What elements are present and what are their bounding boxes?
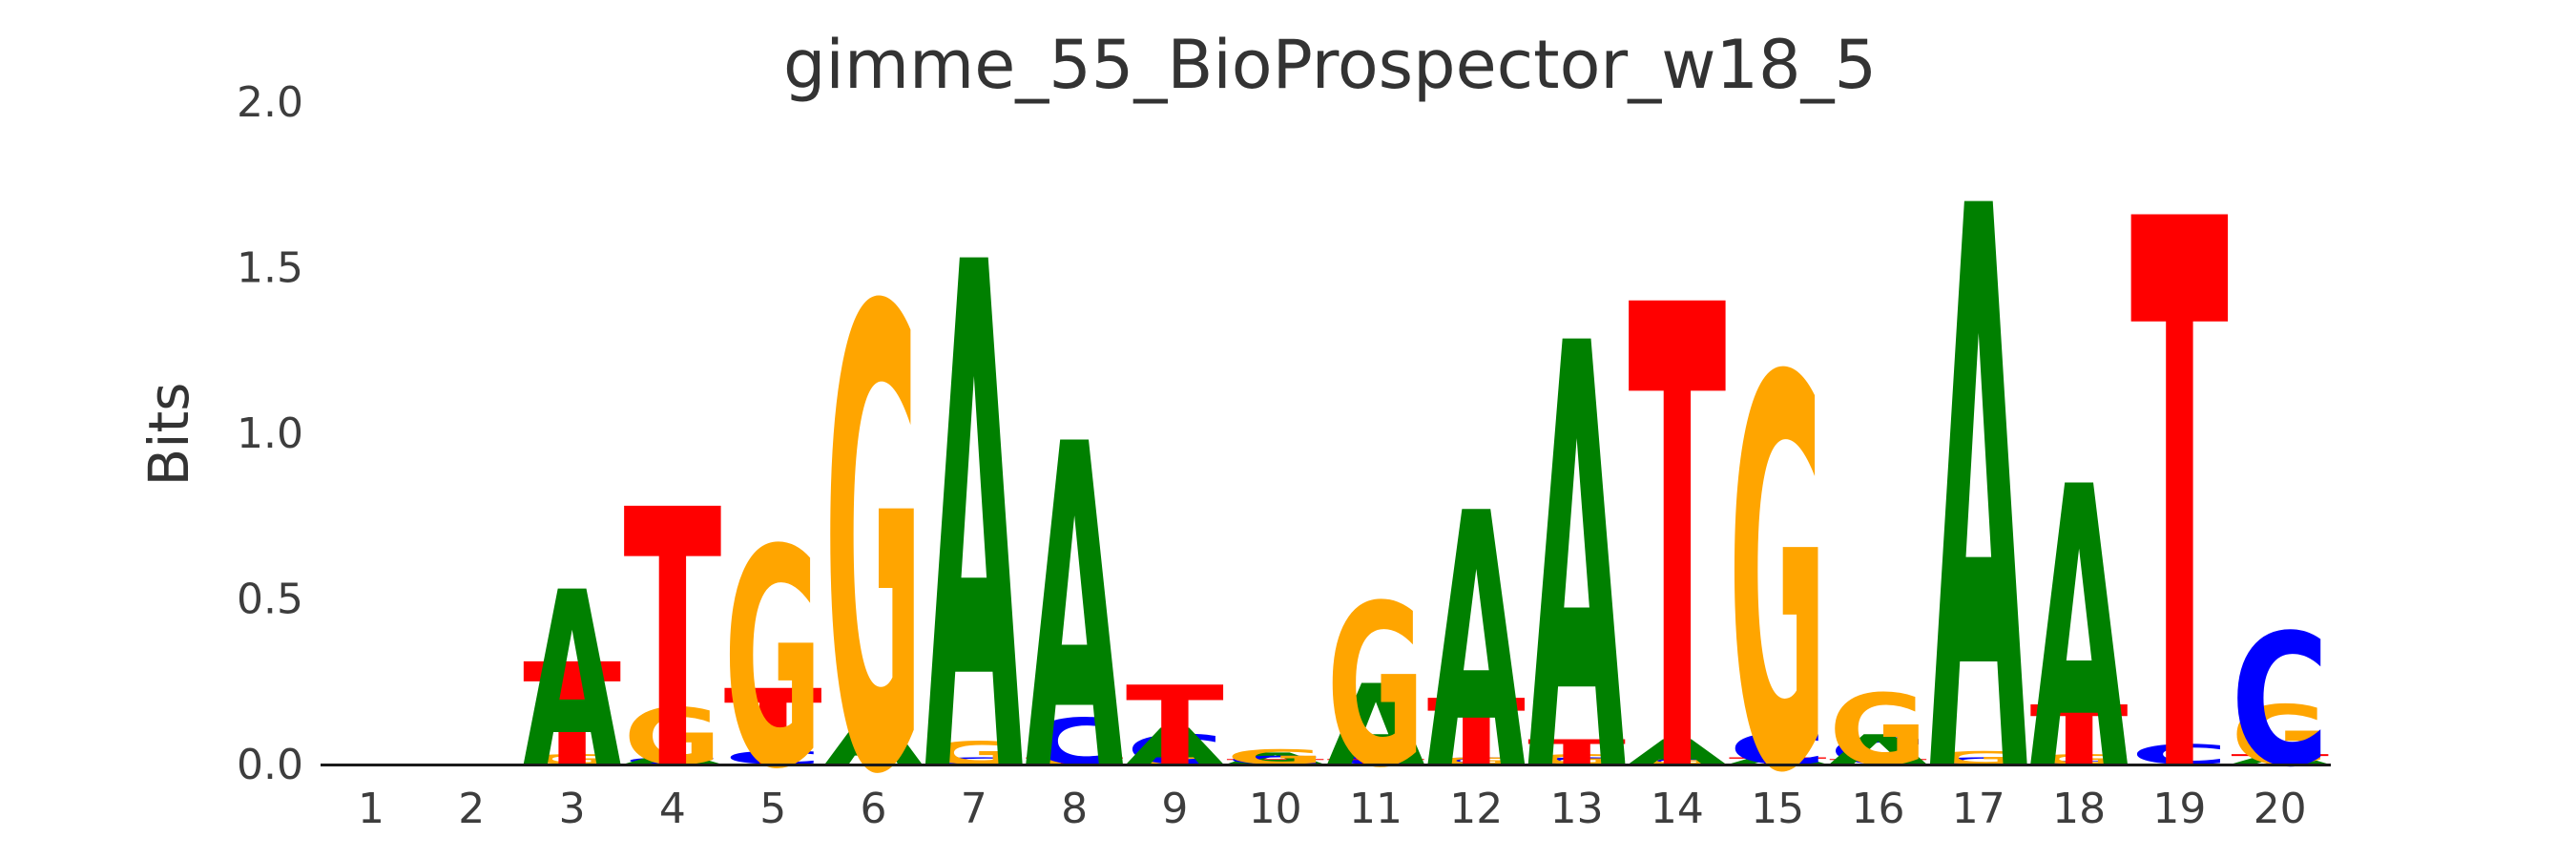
logo-letter-pos14-C: C xyxy=(1628,758,1726,765)
x-tick-label-2: 2 xyxy=(458,785,485,833)
logo-letter-pos18-C: C xyxy=(2030,760,2129,765)
logo-letter-pos16-T: T xyxy=(1829,758,1927,765)
x-tick-label-20: 20 xyxy=(2254,785,2307,833)
x-tick-label-7: 7 xyxy=(961,785,987,833)
y-tick-label-0.5: 0.5 xyxy=(237,576,303,624)
logo-letter-pos14-T: T xyxy=(1628,176,1727,859)
x-tick-label-1: 1 xyxy=(358,785,384,833)
logo-letter-pos13-A: A xyxy=(1527,223,1627,859)
x-tick-label-6: 6 xyxy=(861,785,887,833)
logo-letter-pos17-A: A xyxy=(1929,48,2028,859)
logo-letter-pos18-A: A xyxy=(2030,405,2129,855)
logo-letter-pos4-G: G xyxy=(623,694,721,783)
logo-letter-pos5-C: C xyxy=(724,747,822,768)
x-tick-label-3: 3 xyxy=(559,785,586,833)
x-tick-label-10: 10 xyxy=(1249,785,1302,833)
x-tick-label-13: 13 xyxy=(1550,785,1604,833)
logo-letter-pos10-A: A xyxy=(1226,749,1325,768)
logo-letter-pos15-T: T xyxy=(1729,756,1828,766)
x-tick-label-17: 17 xyxy=(1952,785,2005,833)
logo-letter-pos4-C: C xyxy=(623,756,721,766)
logo-letter-pos11-G: G xyxy=(1327,558,1425,818)
logo-letter-pos12-T: T xyxy=(1427,681,1527,786)
logo-letter-pos5-T: T xyxy=(724,667,822,788)
y-axis-tick-labels: 0.0 0.5 1.0 1.5 2.0 xyxy=(237,78,303,789)
logo-letter-pos5-G: G xyxy=(724,486,822,834)
x-tick-label-14: 14 xyxy=(1651,785,1704,833)
x-tick-label-11: 11 xyxy=(1349,785,1402,833)
logo-letter-pos12-A: A xyxy=(1427,441,1527,848)
logo-letter-pos10-C: C xyxy=(1226,753,1324,766)
y-axis-label: Bits xyxy=(136,383,201,487)
logo-letter-pos3-T: T xyxy=(523,634,621,798)
logo-letter-pos17-G: G xyxy=(1929,747,2027,768)
logo-letter-pos11-C: C xyxy=(1327,753,1425,766)
x-tick-label-9: 9 xyxy=(1161,785,1188,833)
logo-letter-pos4-A: A xyxy=(623,751,721,767)
x-tick-label-4: 4 xyxy=(659,785,686,833)
logo-letter-pos4-T: T xyxy=(623,437,722,849)
logo-letter-pos6-G: G xyxy=(824,178,923,859)
logo-letter-pos8-T: T xyxy=(1026,756,1125,766)
chart-title: gimme_55_BioProspector_w18_5 xyxy=(783,26,1877,104)
x-tick-label-16: 16 xyxy=(1852,785,1905,833)
logo-letter-pos3-G: G xyxy=(523,751,621,767)
logo-letter-pos8-A: A xyxy=(1026,351,1125,859)
logo-letter-pos8-C: C xyxy=(1026,705,1124,780)
logo-letter-pos7-A: A xyxy=(924,119,1024,859)
logo-letter-pos20-A: A xyxy=(2231,751,2329,767)
x-tick-label-5: 5 xyxy=(759,785,786,833)
x-tick-label-18: 18 xyxy=(2052,785,2106,833)
x-tick-label-12: 12 xyxy=(1449,785,1503,833)
logo-letter-pos20-C: C xyxy=(2231,596,2329,807)
logo-letter-pos20-G: G xyxy=(2231,688,2329,783)
logo-letter-pos12-G: G xyxy=(1427,756,1526,766)
logo-letter-pos9-T: T xyxy=(1126,663,1224,790)
logo-letter-pos18-G: G xyxy=(2030,751,2129,767)
logo-letter-pos16-G: G xyxy=(1829,673,1927,786)
logo-letter-pos11-A: A xyxy=(1327,660,1425,790)
logo-letter-pos3-A: A xyxy=(523,542,621,822)
logo-letter-pos15-A: A xyxy=(1729,751,1827,767)
logo-letter-pos15-G: G xyxy=(1729,268,1827,859)
y-tick-label-0.0: 0.0 xyxy=(237,741,303,789)
logo-letter-pos8-G: G xyxy=(1026,756,1124,766)
logo-letter-pos18-T: T xyxy=(2030,688,2129,783)
y-tick-label-1.0: 1.0 xyxy=(237,409,303,458)
logo-letter-pos7-C: C xyxy=(924,756,1023,766)
x-tick-label-15: 15 xyxy=(1751,785,1804,833)
logo-letter-pos10-T: T xyxy=(1226,758,1324,765)
logo-letter-pos6-A: A xyxy=(824,705,923,780)
x-tick-label-8: 8 xyxy=(1061,785,1088,833)
logo-letter-pos12-C: C xyxy=(1427,756,1526,766)
logo-letter-pos17-C: C xyxy=(1929,756,2027,766)
logo-letter-pos19-T: T xyxy=(2130,64,2230,859)
logo-letter-pos13-C: C xyxy=(1527,756,1626,766)
x-tick-label-19: 19 xyxy=(2152,785,2206,833)
logo-letter-pos11-T: T xyxy=(1327,758,1425,765)
x-axis-tick-labels: 1 2 3 4 5 6 7 8 9 10 11 12 13 14 15 16 17 18 19 20 xyxy=(358,785,2307,833)
y-tick-label-2.0: 2.0 xyxy=(237,78,303,127)
logo-letter-pos14-G: G xyxy=(1628,756,1726,766)
logo-letter-pos13-G: G xyxy=(1527,751,1626,767)
logo-letter-pos9-G: G xyxy=(1126,756,1224,766)
logo-letter-pos20-T: T xyxy=(2231,751,2330,767)
y-tick-label-1.5: 1.5 xyxy=(237,244,303,293)
